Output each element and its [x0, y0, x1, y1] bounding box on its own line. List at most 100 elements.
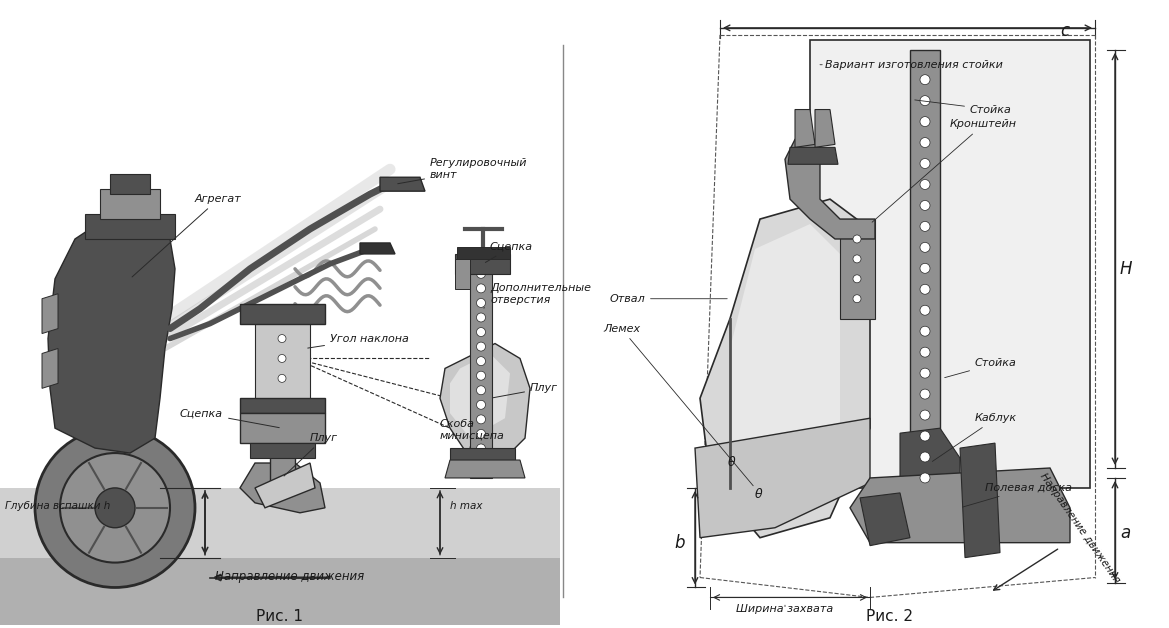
Circle shape	[477, 298, 485, 308]
Polygon shape	[696, 418, 870, 538]
Polygon shape	[42, 294, 58, 333]
Circle shape	[920, 431, 931, 441]
Circle shape	[920, 389, 931, 399]
Circle shape	[853, 275, 862, 283]
Polygon shape	[850, 468, 1070, 543]
Polygon shape	[470, 259, 492, 478]
Circle shape	[920, 410, 931, 420]
Circle shape	[920, 284, 931, 295]
Text: Дополнительные
отверстия: Дополнительные отверстия	[484, 283, 592, 308]
Polygon shape	[42, 349, 58, 388]
Polygon shape	[815, 109, 835, 148]
Circle shape	[920, 222, 931, 231]
Polygon shape	[700, 199, 870, 538]
Text: H: H	[1120, 260, 1133, 278]
Polygon shape	[457, 247, 510, 259]
Circle shape	[477, 415, 485, 424]
Text: Агрегат: Агрегат	[132, 194, 242, 277]
Circle shape	[920, 138, 931, 148]
Polygon shape	[240, 398, 325, 413]
Polygon shape	[455, 254, 510, 274]
Text: Направление движения: Направление движения	[215, 570, 365, 583]
Circle shape	[477, 430, 485, 438]
Polygon shape	[255, 463, 314, 508]
Text: c: c	[1060, 22, 1070, 40]
Polygon shape	[85, 214, 175, 239]
Text: Стойка: Стойка	[915, 100, 1012, 114]
Circle shape	[477, 458, 485, 467]
Text: θ: θ	[728, 456, 735, 469]
Text: Полевая доска: Полевая доска	[962, 483, 1072, 507]
Text: Каблук: Каблук	[933, 413, 1017, 462]
Circle shape	[35, 428, 195, 587]
Text: Сцепка: Сцепка	[180, 408, 279, 428]
Circle shape	[477, 357, 485, 365]
Polygon shape	[900, 428, 960, 517]
Circle shape	[477, 400, 485, 409]
Circle shape	[477, 284, 485, 293]
Circle shape	[95, 488, 134, 528]
Text: Скоба
минисцепа: Скоба минисцепа	[440, 420, 505, 448]
Text: Направление движения: Направление движения	[1038, 471, 1122, 585]
Circle shape	[477, 371, 485, 380]
Polygon shape	[788, 148, 838, 165]
Circle shape	[920, 95, 931, 106]
Polygon shape	[786, 139, 876, 239]
Circle shape	[853, 295, 862, 303]
Polygon shape	[729, 224, 841, 503]
Polygon shape	[360, 243, 395, 254]
Text: Кронштейн: Кронштейн	[872, 119, 1017, 222]
Text: Ширина захвата: Ширина захвата	[736, 604, 833, 614]
Circle shape	[920, 368, 931, 378]
Circle shape	[920, 347, 931, 357]
Circle shape	[920, 473, 931, 483]
Polygon shape	[909, 50, 940, 498]
Text: Угол наклона: Угол наклона	[307, 333, 409, 348]
Polygon shape	[0, 488, 560, 558]
Polygon shape	[960, 443, 999, 558]
Circle shape	[920, 263, 931, 273]
Polygon shape	[380, 177, 426, 191]
Text: Рис. 1: Рис. 1	[256, 609, 304, 624]
Text: b: b	[675, 534, 685, 551]
Polygon shape	[270, 309, 295, 488]
Text: Глубина вспашки h: Глубина вспашки h	[5, 501, 110, 511]
Text: Сцепка: Сцепка	[485, 242, 533, 263]
Circle shape	[853, 255, 862, 263]
Polygon shape	[445, 460, 525, 478]
Polygon shape	[250, 443, 314, 458]
Polygon shape	[450, 354, 510, 438]
Polygon shape	[240, 304, 325, 323]
Circle shape	[477, 269, 485, 278]
Text: Рис. 2: Рис. 2	[866, 609, 913, 624]
Polygon shape	[110, 174, 150, 194]
Polygon shape	[255, 318, 310, 403]
Circle shape	[477, 444, 485, 453]
Polygon shape	[795, 109, 815, 148]
Circle shape	[920, 242, 931, 252]
Text: θ: θ	[755, 488, 762, 501]
Circle shape	[920, 180, 931, 190]
Circle shape	[920, 75, 931, 85]
Circle shape	[920, 158, 931, 168]
Text: Стойка: Стойка	[945, 359, 1017, 377]
Polygon shape	[841, 219, 876, 318]
Text: Вариант изготовления стойки: Вариант изготовления стойки	[819, 60, 1003, 70]
Circle shape	[920, 200, 931, 210]
Circle shape	[278, 354, 286, 362]
Circle shape	[920, 326, 931, 336]
Circle shape	[920, 452, 931, 462]
Polygon shape	[450, 448, 516, 463]
Polygon shape	[101, 189, 160, 219]
Text: a: a	[1120, 524, 1130, 542]
Polygon shape	[0, 558, 560, 625]
Circle shape	[477, 328, 485, 337]
Polygon shape	[810, 40, 1090, 488]
Circle shape	[477, 342, 485, 351]
Text: h max: h max	[450, 501, 483, 511]
Text: Лемех: Лемех	[603, 323, 753, 486]
Polygon shape	[860, 493, 909, 546]
Circle shape	[60, 453, 170, 563]
Polygon shape	[240, 463, 325, 513]
Circle shape	[278, 335, 286, 342]
